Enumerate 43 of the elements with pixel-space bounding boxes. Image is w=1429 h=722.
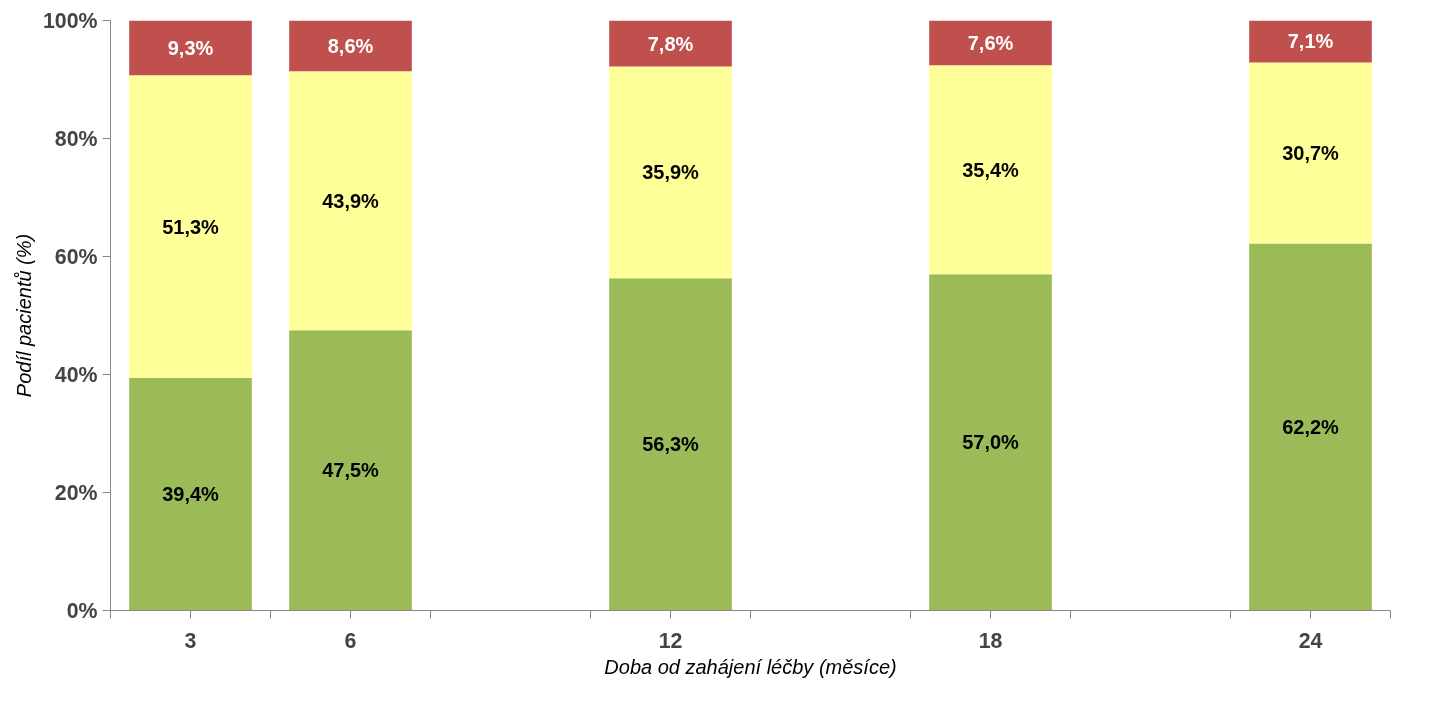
bar — [289, 71, 412, 331]
bar — [289, 330, 412, 611]
data-label: 47,5% — [322, 459, 380, 482]
bar — [929, 20, 1052, 66]
data-label: 57,0% — [962, 431, 1020, 454]
y-tick-label: 100% — [42, 8, 98, 33]
x-tick-label: 3 — [184, 628, 197, 653]
bar — [609, 278, 732, 611]
bar — [129, 75, 252, 379]
data-label: 56,3% — [642, 433, 700, 456]
bar — [129, 378, 252, 611]
y-tick-label: 0% — [66, 598, 98, 623]
data-label: 62,2% — [1282, 416, 1340, 439]
y-tick-label: 80% — [54, 126, 98, 151]
data-label: 43,9% — [322, 189, 380, 212]
x-axis-title: Doba od zahájení léčby (měsíce) — [604, 655, 897, 678]
data-label: 7,8% — [647, 32, 694, 55]
bar — [289, 20, 412, 72]
bar — [1249, 20, 1372, 63]
y-tick-label: 40% — [54, 362, 98, 387]
data-label: 30,7% — [1282, 141, 1340, 164]
x-tick-label: 24 — [1298, 628, 1323, 653]
y-tick-label: 20% — [54, 480, 98, 505]
data-label: 51,3% — [162, 215, 220, 238]
data-label: 35,9% — [642, 161, 700, 184]
data-label: 7,1% — [1287, 30, 1334, 53]
bar — [1249, 62, 1372, 244]
bar — [929, 65, 1052, 275]
y-tick-label: 60% — [54, 244, 98, 269]
bar — [609, 66, 732, 279]
y-axis-title: Podíl pacientů (%) — [12, 233, 35, 398]
x-tick-label: 12 — [658, 628, 683, 653]
data-label: 35,4% — [962, 158, 1020, 181]
bar — [929, 274, 1052, 611]
data-label: 39,4% — [162, 483, 220, 506]
x-tick-label: 6 — [344, 628, 357, 653]
x-tick-label: 18 — [978, 628, 1003, 653]
data-label: 7,6% — [967, 31, 1014, 54]
bar — [609, 20, 732, 67]
data-label: 9,3% — [167, 36, 214, 59]
data-label: 8,6% — [327, 34, 374, 57]
bar — [129, 20, 252, 76]
bar — [1249, 243, 1372, 611]
